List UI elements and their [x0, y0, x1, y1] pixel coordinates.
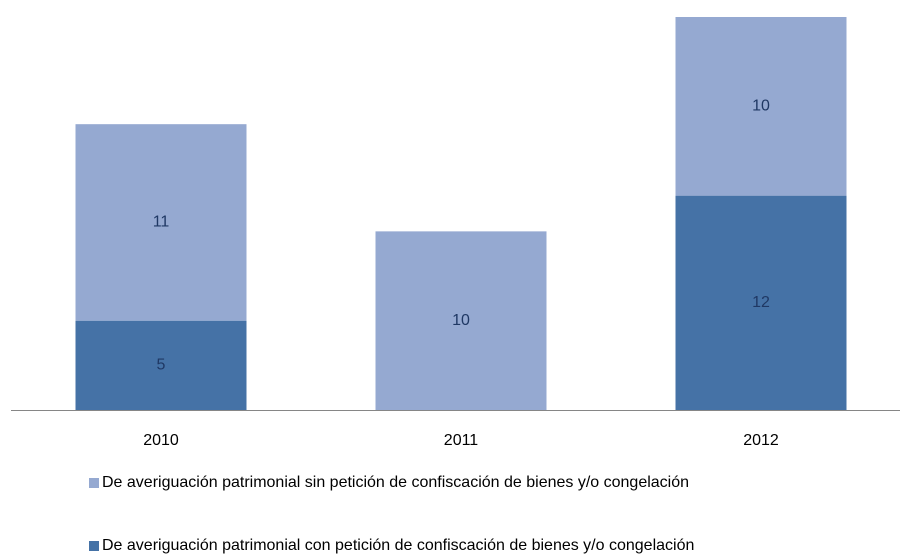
bar-segment — [75, 320, 247, 410]
bar-segment — [675, 17, 847, 196]
x-tick-label: 2010 — [143, 432, 179, 449]
legend-swatch — [89, 541, 99, 551]
legend-swatch — [89, 478, 99, 488]
legend-label: De averiguación patrimonial con petición… — [102, 537, 694, 554]
value-label: 11 — [153, 214, 170, 231]
value-label: 10 — [452, 312, 470, 329]
value-label: 12 — [752, 294, 770, 311]
bar-segment — [75, 124, 247, 321]
x-tick-label: 2012 — [743, 432, 779, 449]
value-label: 5 — [157, 357, 166, 374]
legend-label: De averiguación patrimonial sin petición… — [102, 474, 689, 491]
value-label: 10 — [752, 98, 770, 115]
bar-segment — [375, 231, 547, 410]
x-tick-label: 2011 — [444, 432, 479, 449]
bar-segment — [675, 195, 847, 410]
